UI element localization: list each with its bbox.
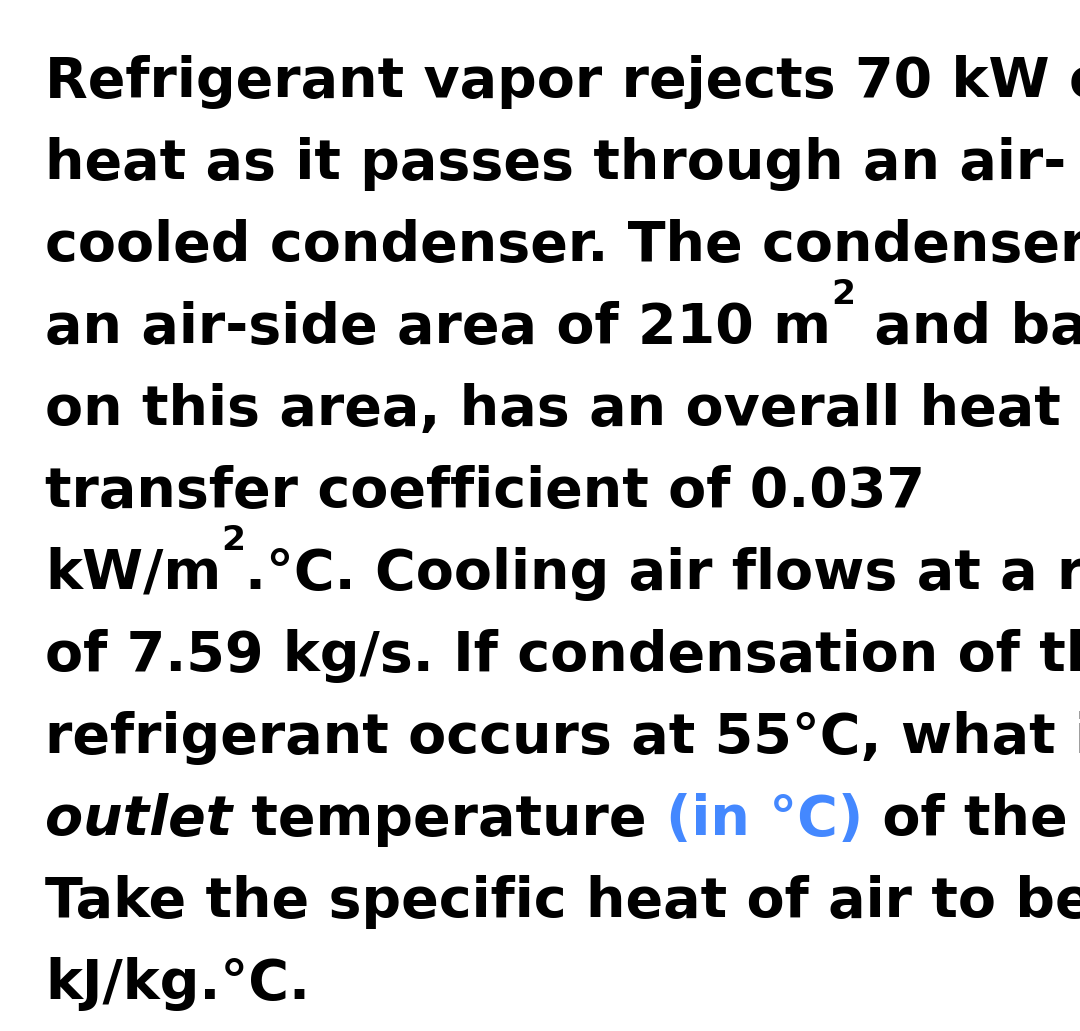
- Text: outlet: outlet: [45, 793, 232, 847]
- Text: (in °C): (in °C): [666, 793, 863, 847]
- Text: of 7.59 kg/s. If condensation of the: of 7.59 kg/s. If condensation of the: [45, 629, 1080, 683]
- Text: Refrigerant vapor rejects 70 kW of: Refrigerant vapor rejects 70 kW of: [45, 55, 1080, 109]
- Text: kJ/kg.°C.: kJ/kg.°C.: [45, 957, 310, 1011]
- Text: heat as it passes through an air-: heat as it passes through an air-: [45, 137, 1066, 191]
- Text: refrigerant occurs at 55°C, what is the: refrigerant occurs at 55°C, what is the: [45, 711, 1080, 765]
- Text: Take the specific heat of air to be 1.02: Take the specific heat of air to be 1.02: [45, 875, 1080, 929]
- Text: and based: and based: [855, 301, 1080, 355]
- Text: 2: 2: [831, 278, 855, 311]
- Text: transfer coefficient of 0.037: transfer coefficient of 0.037: [45, 465, 924, 519]
- Text: kW/m: kW/m: [45, 547, 221, 601]
- Text: of the air?: of the air?: [863, 793, 1080, 847]
- Text: .°C. Cooling air flows at a rate: .°C. Cooling air flows at a rate: [245, 547, 1080, 601]
- Text: 2: 2: [221, 524, 245, 557]
- Text: temperature: temperature: [232, 793, 666, 847]
- Text: on this area, has an overall heat: on this area, has an overall heat: [45, 383, 1061, 437]
- Text: cooled condenser. The condenser has: cooled condenser. The condenser has: [45, 219, 1080, 273]
- Text: an air-side area of 210 m: an air-side area of 210 m: [45, 301, 831, 355]
